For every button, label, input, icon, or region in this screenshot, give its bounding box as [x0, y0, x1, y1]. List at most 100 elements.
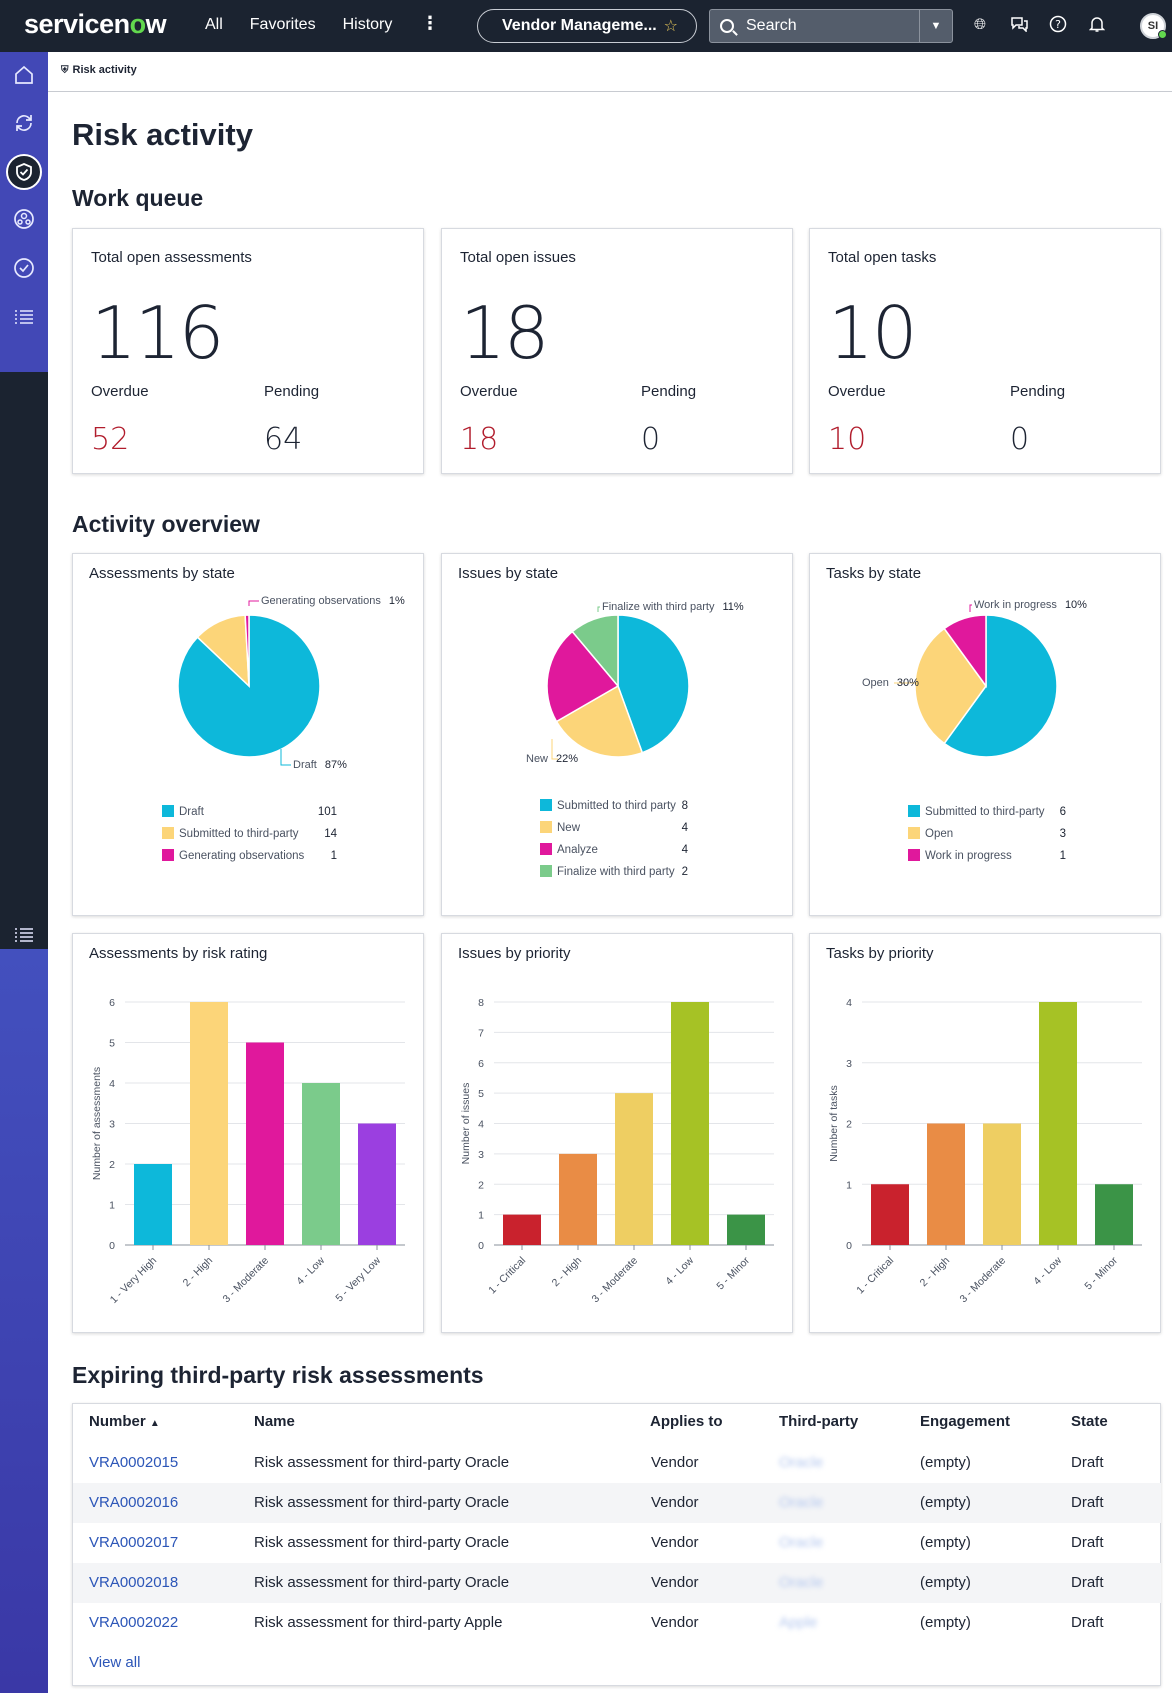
legend-label[interactable]: Open: [925, 828, 953, 840]
star-icon[interactable]: ☆: [663, 18, 678, 35]
pending-value[interactable]: 0: [641, 422, 661, 457]
bar[interactable]: [134, 1164, 172, 1245]
kpi-total[interactable]: 18: [460, 291, 550, 375]
cell-third-party[interactable]: Oracle: [779, 1574, 824, 1591]
cell-number[interactable]: VRA0002016: [89, 1494, 179, 1511]
pie-slice[interactable]: [571, 614, 619, 689]
x-tick-label: 2 - High: [550, 1255, 585, 1290]
col-header-number[interactable]: Number ▲: [89, 1413, 160, 1430]
bar[interactable]: [190, 1002, 228, 1245]
list-icon[interactable]: [11, 304, 37, 330]
bar[interactable]: [358, 1123, 396, 1246]
globe-icon[interactable]: 🌐︎: [973, 15, 986, 33]
y-tick-label: 2: [478, 1179, 484, 1191]
callout-line: [280, 749, 291, 766]
table-row[interactable]: VRA0002015 Risk assessment for third-part…: [73, 1443, 1161, 1483]
search-input[interactable]: Search: [746, 17, 797, 34]
cell-third-party[interactable]: Oracle: [779, 1494, 824, 1511]
pie-slice[interactable]: [546, 630, 620, 723]
table-row[interactable]: VRA0002017 Risk assessment for third-part…: [73, 1523, 1161, 1563]
col-header-third-party[interactable]: Third-party: [779, 1413, 859, 1430]
bar[interactable]: [983, 1123, 1021, 1246]
chart-title: Tasks by state: [826, 565, 922, 582]
more-vertical-icon[interactable]: ⋮: [421, 13, 439, 33]
list-icon-lower[interactable]: [11, 922, 37, 948]
pie-slice[interactable]: [914, 627, 987, 745]
col-header-applies-to[interactable]: Applies to: [650, 1413, 723, 1430]
check-circle-icon[interactable]: [11, 255, 37, 281]
bar[interactable]: [1039, 1002, 1077, 1245]
kpi-total[interactable]: 116: [91, 291, 224, 375]
nav-history[interactable]: History: [342, 16, 393, 33]
bar[interactable]: [1095, 1184, 1133, 1245]
legend-label[interactable]: Finalize with third party: [557, 866, 675, 878]
y-tick-label: 5: [109, 1038, 115, 1050]
overdue-value[interactable]: 10: [828, 422, 867, 457]
bar[interactable]: [246, 1042, 284, 1246]
nav-favorites[interactable]: Favorites: [249, 16, 316, 33]
chat-icon[interactable]: [1009, 14, 1029, 34]
pie-slice[interactable]: [943, 614, 1058, 758]
bar[interactable]: [871, 1184, 909, 1245]
y-tick-label: 1: [109, 1200, 115, 1212]
bar[interactable]: [302, 1083, 340, 1245]
cell-number[interactable]: VRA0002022: [89, 1614, 179, 1631]
legend-label[interactable]: Analyze: [557, 844, 598, 856]
shield-icon[interactable]: [6, 154, 42, 190]
pie-slice[interactable]: [617, 614, 690, 754]
cell-number[interactable]: VRA0002015: [89, 1454, 179, 1471]
nav-all[interactable]: All: [205, 16, 223, 33]
table-row[interactable]: VRA0002016 Risk assessment for third-part…: [73, 1483, 1161, 1523]
user-avatar[interactable]: SI: [1140, 13, 1167, 39]
overdue-value[interactable]: 18: [460, 422, 499, 457]
pie-slice[interactable]: [943, 614, 987, 689]
bell-icon[interactable]: [1087, 14, 1107, 34]
global-search[interactable]: Search ▼: [709, 9, 953, 43]
breadcrumb[interactable]: ⛨ Risk activity: [61, 64, 137, 76]
col-header-name[interactable]: Name: [254, 1413, 295, 1430]
bar[interactable]: [503, 1214, 541, 1245]
pie-slice[interactable]: [244, 614, 250, 687]
kpi-card-issues[interactable]: Total open issues 18 Overdue Pending 18 …: [441, 228, 793, 474]
legend-label[interactable]: Generating observations: [179, 850, 305, 862]
pie-slice[interactable]: [555, 684, 644, 758]
bar[interactable]: [727, 1214, 765, 1245]
vendor-network-icon[interactable]: [11, 206, 37, 232]
legend-label[interactable]: Work in progress: [925, 850, 1012, 862]
legend-label[interactable]: Draft: [179, 806, 205, 818]
cell-third-party[interactable]: Oracle: [779, 1534, 824, 1551]
kpi-card-tasks[interactable]: Total open tasks 10 Overdue Pending 10 0: [809, 228, 1161, 474]
refresh-icon[interactable]: [11, 110, 37, 136]
cell-third-party[interactable]: Oracle: [779, 1454, 824, 1471]
cell-number[interactable]: VRA0002018: [89, 1574, 179, 1591]
help-icon[interactable]: ?: [1048, 14, 1068, 34]
bar[interactable]: [671, 1002, 709, 1245]
chart-title: Assessments by state: [89, 565, 235, 582]
cell-number[interactable]: VRA0002017: [89, 1534, 179, 1551]
sort-ascending-icon[interactable]: ▲: [149, 1418, 160, 1429]
legend-label[interactable]: Submitted to third party: [557, 800, 676, 812]
kpi-label: Total open assessments: [91, 249, 252, 266]
bar[interactable]: [559, 1153, 597, 1245]
home-icon[interactable]: [11, 62, 37, 88]
y-tick-label: 2: [109, 1159, 115, 1171]
pending-value[interactable]: 64: [264, 422, 303, 457]
table-row[interactable]: VRA0002018 Risk assessment for third-part…: [73, 1563, 1161, 1603]
legend-label[interactable]: Submitted to third-party: [179, 828, 299, 840]
servicenow-logo[interactable]: servicenow: [24, 9, 167, 39]
cell-third-party[interactable]: Apple: [779, 1614, 818, 1631]
kpi-total[interactable]: 10: [828, 291, 918, 375]
bar[interactable]: [927, 1123, 965, 1246]
legend-label[interactable]: Submitted to third-party: [925, 806, 1045, 818]
col-header-engagement[interactable]: Engagement: [920, 1413, 1011, 1430]
overdue-value[interactable]: 52: [91, 422, 130, 457]
legend-label[interactable]: New: [557, 822, 581, 834]
kpi-card-assessments[interactable]: Total open assessments 116 Overdue Pendi…: [72, 228, 424, 474]
table-row[interactable]: VRA0002022 Risk assessment for third-part…: [73, 1603, 1161, 1643]
pending-value[interactable]: 0: [1010, 422, 1030, 457]
col-header-state[interactable]: State: [1071, 1413, 1108, 1430]
search-dropdown-button[interactable]: ▼: [919, 10, 952, 42]
view-all-link[interactable]: View all: [89, 1654, 141, 1671]
app-scope-pill[interactable]: Vendor Manageme... ☆: [477, 9, 697, 43]
bar[interactable]: [615, 1093, 653, 1245]
